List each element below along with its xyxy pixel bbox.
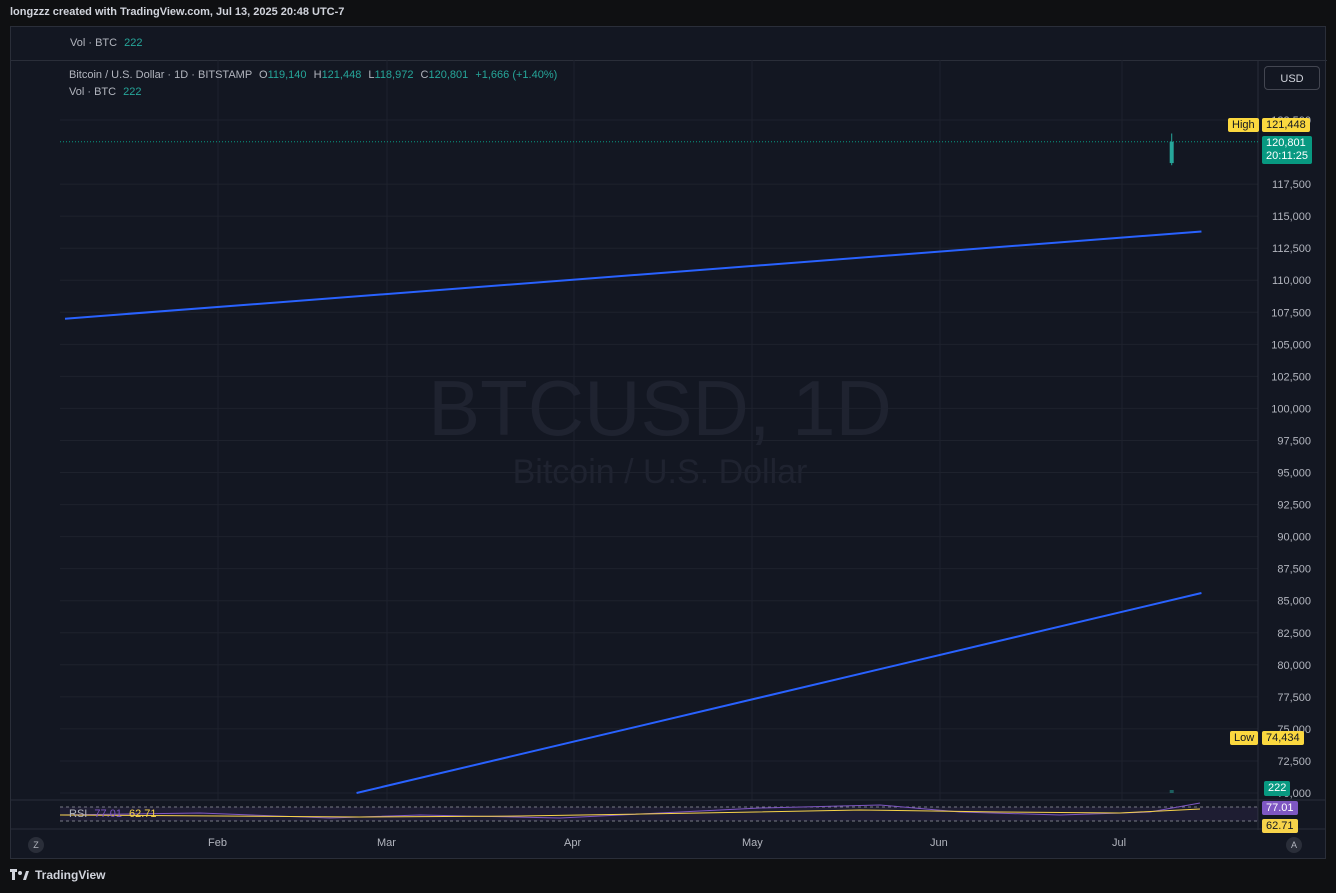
volume-tag: 222: [1264, 781, 1291, 796]
rsi-ma-line: [59, 808, 1201, 818]
volume-legend-value: 222: [123, 86, 142, 98]
vol-indicator-name: Vol · BTC: [70, 37, 118, 49]
time-label-jun: Jun: [930, 837, 948, 849]
price-tick-label: 100,000: [1271, 403, 1311, 415]
price-tick-label: 82,500: [1277, 628, 1311, 640]
symbol-description: Bitcoin / U.S. Dollar · 1D · BITSTAMP: [69, 69, 252, 81]
currency-button[interactable]: USD: [1264, 66, 1320, 90]
bottom-bar: [0, 859, 1336, 893]
tradingview-logo-text: TradingView: [35, 868, 106, 882]
symbol-legend[interactable]: Bitcoin / U.S. Dollar · 1D · BITSTAMP O1…: [69, 69, 557, 81]
price-tick-label: 105,000: [1271, 339, 1311, 351]
price-tick-label: 117,500: [1272, 179, 1311, 191]
time-label-mar: Mar: [377, 837, 396, 849]
candle-body: [1169, 141, 1174, 164]
price-tick-label: 92,500: [1277, 500, 1311, 512]
price-tick-label: 112,500: [1272, 243, 1311, 255]
zoom-button[interactable]: Z: [28, 837, 44, 853]
price-tick-label: 80,000: [1277, 660, 1311, 672]
tradingview-icon: [10, 869, 29, 880]
time-label-feb: Feb: [208, 837, 227, 849]
open-label: O: [259, 69, 268, 81]
high-label: H: [313, 69, 322, 81]
watermark-ticker: BTCUSD, 1D: [428, 364, 892, 452]
change-value: +1,666 (+1.40%): [475, 69, 558, 81]
time-label-apr: Apr: [564, 837, 582, 849]
price-tick-label: 77,500: [1277, 692, 1311, 704]
close-value: 120,801: [428, 69, 469, 81]
rsi-legend[interactable]: RSI 77.01 62.71: [69, 808, 157, 820]
auto-scale-button[interactable]: A: [1286, 837, 1302, 853]
trendline: [64, 230, 1202, 320]
volume-header-row: Vol · BTC 222: [11, 27, 1327, 61]
volume-legend-name: Vol · BTC: [69, 86, 117, 98]
price-tick-label: 107,500: [1271, 307, 1311, 319]
low-label-tag: Low: [1230, 731, 1259, 745]
volume-legend[interactable]: Vol · BTC 222: [69, 86, 142, 98]
last-price-value: 120,801: [1266, 137, 1306, 149]
price-tick-label: 95,000: [1277, 468, 1311, 480]
price-tick-label: 97,500: [1277, 435, 1311, 447]
time-label-may: May: [742, 837, 763, 849]
time-label-jul: Jul: [1112, 837, 1127, 849]
rsi-name: RSI: [69, 808, 88, 820]
high-value: 121,448: [321, 69, 362, 81]
price-tick-label: 115,000: [1272, 211, 1311, 223]
price-tick-label: 87,500: [1277, 564, 1311, 576]
rsi-ma-value: 62.71: [129, 808, 157, 820]
rsi-line: [59, 802, 1201, 819]
volume-bar: [1169, 790, 1174, 793]
vol-indicator-value: 222: [124, 37, 143, 49]
bar-countdown: 20:11:25: [1266, 150, 1309, 162]
top-bar: longzzz created with TradingView.com, Ju…: [0, 0, 1336, 26]
watermark-name: Bitcoin / U.S. Dollar: [513, 453, 808, 491]
price-tick-label: 72,500: [1277, 756, 1311, 768]
high-label-tag: High: [1228, 118, 1259, 132]
price-tick-label: 110,000: [1272, 275, 1311, 287]
rsi-ma-tag: 62.71: [1262, 819, 1298, 833]
price-tick-label: 90,000: [1277, 532, 1311, 544]
last-price-tag: 120,801 20:11:25: [1262, 136, 1313, 164]
trendline: [356, 592, 1202, 794]
rsi-value: 77.01: [94, 808, 122, 820]
price-tick-label: 85,000: [1277, 596, 1311, 608]
tradingview-logo[interactable]: TradingView: [10, 868, 105, 882]
credit-text: longzzz created with TradingView.com, Ju…: [10, 6, 345, 18]
high-value-tag: 121,448: [1262, 118, 1310, 132]
vol-indicator-label[interactable]: Vol · BTC 222: [70, 37, 143, 49]
close-label: C: [420, 69, 429, 81]
price-tick-label: 102,500: [1271, 371, 1311, 383]
low-label: L: [368, 69, 375, 81]
low-value-tag: 74,434: [1262, 731, 1304, 745]
low-value: 118,972: [374, 69, 414, 81]
open-value: 119,140: [267, 69, 307, 81]
rsi-value-tag: 77.01: [1262, 801, 1298, 815]
